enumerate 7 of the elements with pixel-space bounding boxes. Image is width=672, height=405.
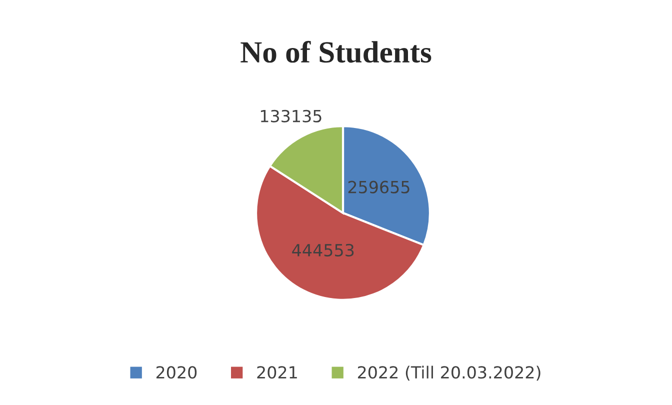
data-label: 444553 — [292, 244, 354, 257]
data-label: 259655 — [348, 180, 410, 194]
legend-label: 2022 (Till 20.03.2022) — [358, 366, 540, 381]
legend-label: 2021 — [257, 366, 297, 379]
data-label: 133135 — [260, 110, 322, 122]
legend-label: 2020 — [156, 366, 197, 379]
chart-title: No of Students — [240, 40, 432, 63]
